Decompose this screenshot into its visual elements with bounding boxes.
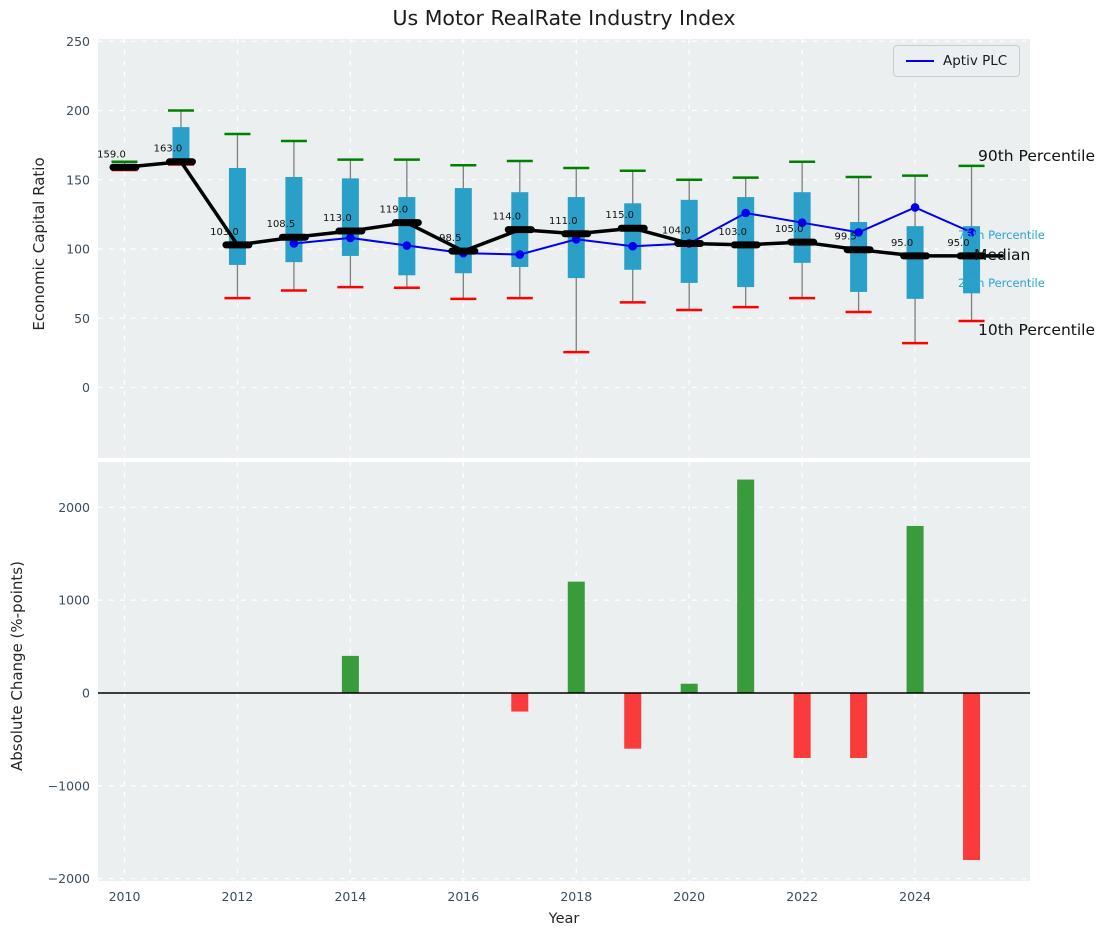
aptiv-point-2017 — [515, 250, 525, 259]
bar-2022 — [793, 693, 811, 758]
bar-2023 — [850, 693, 868, 758]
aptiv-point-2015 — [402, 241, 412, 250]
median-marker-2017 — [504, 226, 535, 234]
top-y-axis-label: Economic Capital Ratio — [30, 157, 48, 331]
bar-2014 — [341, 655, 359, 693]
box-2016 — [454, 188, 472, 274]
y-tick-label-bottom: −1000 — [48, 778, 90, 793]
y-tick-label-top: 200 — [66, 103, 90, 118]
box-2011 — [172, 127, 190, 161]
x-tick-label: 2014 — [334, 889, 366, 904]
median-value-label-2022: 105.0 — [775, 224, 804, 235]
aptiv-point-2023 — [854, 228, 863, 237]
chart-title: Us Motor RealRate Industry Index — [392, 6, 736, 30]
median-marker-2010 — [109, 163, 140, 171]
median-value-label-2024: 95.0 — [891, 238, 913, 249]
box-2024 — [906, 226, 924, 299]
y-tick-label-top: 0 — [82, 380, 90, 395]
y-tick-label-top: 50 — [74, 311, 90, 326]
annotation-median: Median — [974, 246, 1031, 264]
median-value-label-2014: 113.0 — [323, 213, 352, 224]
median-value-label-2021: 103.0 — [718, 227, 747, 238]
median-marker-2025 — [956, 252, 987, 260]
annotation-75th-percentile: 75th Percentile — [958, 228, 1045, 242]
median-marker-2014 — [335, 227, 366, 235]
aptiv-point-2021 — [741, 208, 750, 218]
median-marker-2020 — [674, 239, 705, 247]
annotation-25th-percentile: 25th Percentile — [958, 276, 1045, 290]
legend-line-swatch — [906, 60, 934, 62]
median-value-label-2015: 119.0 — [380, 205, 409, 216]
median-marker-2022 — [787, 238, 818, 246]
box-2012 — [228, 167, 246, 265]
bar-2020 — [680, 683, 698, 693]
box-2013 — [285, 176, 303, 263]
bar-2019 — [624, 693, 642, 749]
median-marker-2024 — [900, 252, 931, 260]
bar-2021 — [737, 479, 755, 693]
box-2014 — [341, 178, 359, 256]
x-tick-label: 2020 — [673, 889, 705, 904]
annotation-90th-percentile: 90th Percentile — [978, 147, 1096, 165]
bar-2018 — [567, 581, 585, 693]
box-2023 — [850, 221, 868, 292]
y-tick-label-top: 100 — [66, 242, 90, 257]
median-marker-2011 — [165, 158, 196, 166]
box-2025 — [963, 226, 981, 294]
median-value-label-2012: 103.0 — [210, 227, 239, 238]
y-tick-label-bottom: −2000 — [48, 871, 90, 886]
x-axis-label: Year — [548, 911, 580, 927]
bar-2017 — [511, 693, 529, 712]
median-value-label-2020: 104.0 — [662, 225, 691, 236]
median-value-label-2016: 98.5 — [439, 233, 461, 244]
legend-label: Aptiv PLC — [943, 53, 1008, 69]
y-tick-label-bottom: 0 — [82, 686, 90, 701]
median-marker-2018 — [561, 230, 592, 238]
aptiv-point-2013 — [289, 239, 299, 248]
box-2019 — [624, 203, 642, 270]
x-tick-label: 2016 — [447, 889, 479, 904]
x-tick-label: 2024 — [899, 889, 931, 904]
median-value-label-2019: 115.0 — [605, 210, 634, 221]
aptiv-point-2024 — [910, 203, 920, 212]
annotation-10th-percentile: 10th Percentile — [978, 321, 1096, 339]
median-value-label-2010: 159.0 — [97, 149, 126, 160]
bottom-plot-area — [98, 462, 1030, 881]
y-tick-label-top: 250 — [66, 34, 90, 49]
median-value-label-2018: 111.0 — [549, 216, 578, 227]
x-tick-label: 2018 — [560, 889, 592, 904]
median-marker-2013 — [278, 233, 309, 241]
box-2015 — [398, 197, 416, 276]
median-value-label-2025: 95.0 — [947, 238, 969, 249]
x-tick-label: 2022 — [786, 889, 818, 904]
y-tick-label-bottom: 2000 — [58, 500, 90, 515]
median-value-label-2023: 99.5 — [834, 232, 856, 243]
aptiv-point-2019 — [628, 241, 638, 251]
x-tick-label: 2012 — [222, 889, 254, 904]
median-value-label-2017: 114.0 — [492, 212, 521, 223]
bar-2025 — [963, 693, 981, 861]
aptiv-point-2022 — [797, 218, 807, 227]
median-value-label-2013: 108.5 — [267, 219, 296, 230]
median-marker-2012 — [222, 241, 253, 249]
median-marker-2015 — [391, 219, 422, 227]
median-marker-2023 — [843, 246, 874, 254]
aptiv-point-2014 — [346, 233, 355, 243]
legend: Aptiv PLC — [893, 45, 1021, 77]
median-value-label-2011: 163.0 — [154, 144, 183, 155]
aptiv-point-2025 — [967, 228, 976, 237]
x-tick-label: 2010 — [109, 889, 141, 904]
y-tick-label-bottom: 1000 — [58, 593, 90, 608]
bar-2024 — [906, 525, 924, 693]
y-tick-label-top: 150 — [66, 172, 90, 187]
median-marker-2021 — [730, 241, 761, 249]
bottom-y-axis-label: Absolute Change (%-points) — [8, 561, 26, 771]
median-marker-2016 — [448, 247, 479, 255]
median-marker-2019 — [617, 224, 648, 232]
